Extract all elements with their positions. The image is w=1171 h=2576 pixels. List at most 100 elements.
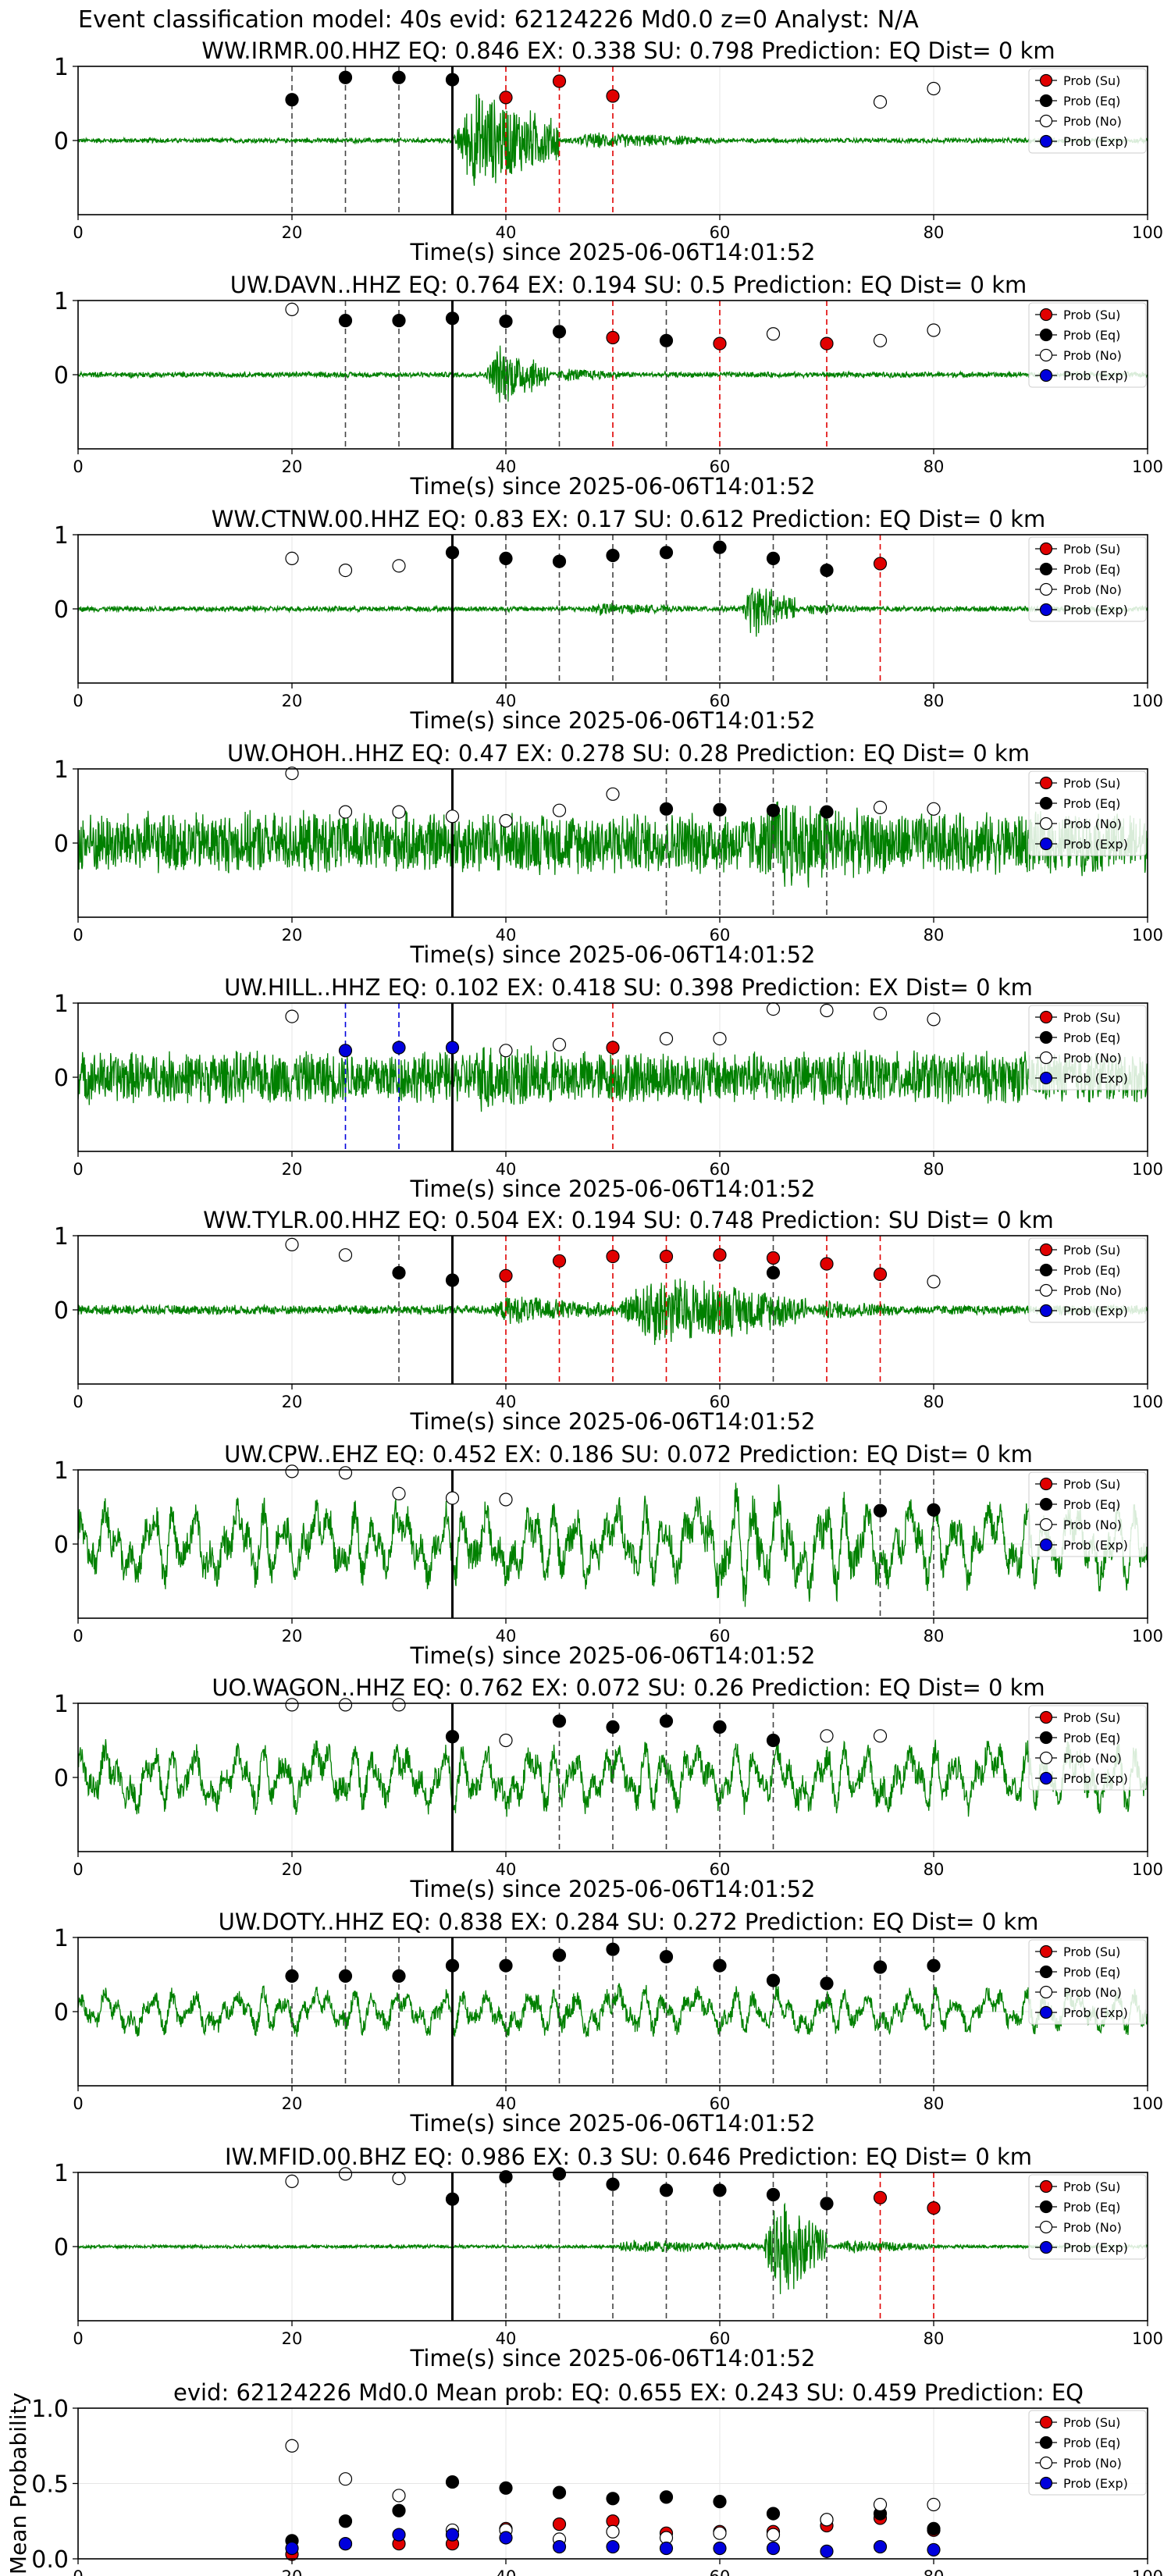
legend-label-eq: Prob (Eq) (1063, 1497, 1120, 1512)
station-panel-7: UW.CPW..EHZ EQ: 0.452 EX: 0.186 SU: 0.07… (54, 1441, 1163, 1669)
y-tick-label: 1 (54, 288, 69, 315)
prob-point-no (285, 1698, 299, 1712)
station-panel-5: UW.HILL..HHZ EQ: 0.102 EX: 0.418 SU: 0.3… (54, 974, 1163, 1202)
x-tick-label: 100 (1132, 1860, 1163, 1879)
mean-point-exp (285, 2541, 299, 2556)
mean-point-no (338, 2472, 353, 2486)
legend-label-su: Prob (Su) (1063, 2179, 1120, 2194)
mean-point-eq (445, 2475, 460, 2489)
legend-marker-su (1039, 308, 1053, 322)
prob-point-eq (606, 548, 620, 563)
x-tick-label: 60 (710, 926, 731, 945)
legend-marker-eq (1039, 796, 1053, 810)
prob-point-no (392, 2172, 406, 2186)
prob-point-eq (392, 70, 406, 84)
legend-label-eq: Prob (Eq) (1063, 2200, 1120, 2215)
prob-point-eq (713, 1720, 727, 1734)
prob-point-eq (766, 1733, 781, 1748)
x-axis-ticks: 0 20 40 60 80 100 (73, 2559, 1163, 2576)
x-axis-ticks: 0 20 40 60 80 100 (73, 215, 1163, 242)
prob-point-no (766, 327, 781, 341)
window-lines (398, 1236, 881, 1384)
prob-point-no (499, 1493, 513, 1507)
x-tick-label: 100 (1132, 1160, 1163, 1179)
panel-title: UW.HILL..HHZ EQ: 0.102 EX: 0.418 SU: 0.3… (224, 974, 1033, 1001)
x-axis-label: Time(s) since 2025-06-06T14:01:52 (410, 1876, 816, 1902)
legend-label-exp: Prob (Exp) (1063, 2005, 1128, 2020)
mean-point-no (713, 2526, 727, 2540)
x-tick-label: 60 (710, 457, 731, 476)
legend-box (1028, 536, 1147, 622)
x-tick-label: 0 (73, 692, 83, 710)
mean-point-exp (445, 2528, 460, 2542)
legend-marker-no (1039, 1517, 1053, 1532)
y-tick-label: 0 (54, 1532, 69, 1559)
x-tick-label: 80 (924, 926, 945, 945)
prob-point-eq (873, 1503, 888, 1517)
x-tick-label: 20 (282, 1627, 303, 1646)
probability-markers (285, 1698, 888, 1748)
prob-point-no (766, 1002, 781, 1016)
legend-label-no: Prob (No) (1063, 348, 1122, 363)
legend-label-exp: Prob (Exp) (1063, 837, 1128, 852)
prob-point-no (499, 1044, 513, 1058)
panel-title: UW.CPW..EHZ EQ: 0.452 EX: 0.186 SU: 0.07… (224, 1441, 1033, 1468)
x-tick-label: 20 (282, 223, 303, 242)
prob-point-exp (392, 1041, 406, 1055)
x-tick-label: 0 (73, 2094, 83, 2113)
y-tick-label: 0 (54, 1065, 69, 1092)
prob-point-no (338, 1698, 353, 1712)
y-axis-ticks: 0.0 0.5 1.0 (31, 2396, 78, 2574)
legend-label-su: Prob (Su) (1063, 308, 1120, 322)
legend-marker-no (1039, 348, 1053, 362)
legend-marker-exp (1039, 134, 1053, 148)
legend-marker-no (1039, 1985, 1053, 1999)
mean-point-eq (659, 2490, 674, 2504)
prob-point-su (713, 1248, 727, 1262)
x-tick-label: 100 (1132, 1627, 1163, 1646)
prob-point-su (820, 336, 834, 350)
legend-label-su: Prob (Su) (1063, 1944, 1120, 1959)
legend: Prob (Su) Prob (Eq) Prob (No) Prob (Exp) (1028, 536, 1147, 622)
legend-label-su: Prob (Su) (1063, 542, 1120, 557)
legend-box (1028, 2174, 1147, 2260)
x-tick-label: 80 (924, 1860, 945, 1879)
seismic-waveform (78, 1278, 1148, 1345)
mean-point-no (606, 2524, 620, 2539)
legend-marker-eq (1039, 562, 1053, 576)
legend-marker-exp (1039, 2005, 1053, 2019)
mean-point-exp (873, 2539, 888, 2554)
legend-marker-eq (1039, 1965, 1053, 1979)
legend-label-no: Prob (No) (1063, 2456, 1122, 2471)
legend-marker-su (1039, 1477, 1053, 1491)
legend: Prob (Su) Prob (Eq) Prob (No) Prob (Exp) (1028, 302, 1147, 388)
prob-point-no (285, 767, 299, 781)
x-tick-label: 60 (710, 2329, 731, 2348)
y-tick-label: 0 (54, 362, 69, 390)
x-axis-ticks: 0 20 40 60 80 100 (73, 683, 1163, 710)
legend-label-su: Prob (Su) (1063, 1243, 1120, 1258)
y-tick-label: 0 (54, 1765, 69, 1792)
prob-point-su (606, 330, 620, 345)
mean-point-no (873, 2497, 888, 2512)
y-tick-label: 1 (54, 1925, 69, 1952)
y-axis-ticks: 01 (54, 522, 78, 624)
x-axis-label: Time(s) since 2025-06-06T14:01:52 (410, 941, 816, 968)
x-axis-ticks: 0 20 40 60 80 100 (73, 2086, 1163, 2113)
seismic-waveform (78, 345, 1148, 403)
waveform-layer (78, 1278, 1148, 1345)
station-panel-8: UO.WAGON..HHZ EQ: 0.762 EX: 0.072 SU: 0.… (54, 1674, 1163, 1902)
legend-marker-su (1039, 2179, 1053, 2194)
prob-point-su (659, 1249, 674, 1264)
y-tick-label: 1 (54, 1691, 69, 1718)
x-axis-label: Time(s) since 2025-06-06T14:01:52 (410, 1642, 816, 1669)
legend-marker-no (1039, 1283, 1053, 1297)
prob-point-eq (445, 1959, 460, 1973)
legend-marker-eq (1039, 94, 1053, 108)
x-tick-label: 60 (710, 223, 731, 242)
legend-box (1028, 2410, 1147, 2496)
y-axis-ticks: 01 (54, 991, 78, 1092)
legend: Prob (Su) Prob (Eq) Prob (No) Prob (Exp) (1028, 1005, 1147, 1091)
x-tick-label: 80 (924, 2094, 945, 2113)
legend-marker-su (1039, 1243, 1053, 1257)
